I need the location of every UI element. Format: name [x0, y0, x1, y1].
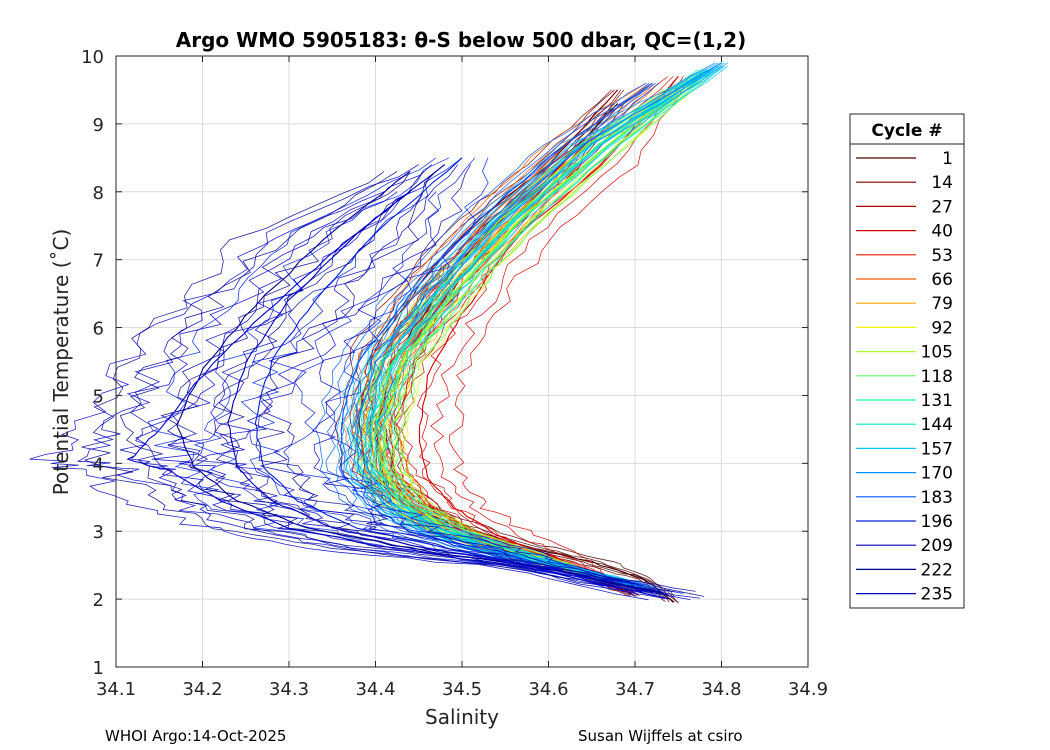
series-183-trace [325, 82, 650, 593]
series-196-line [254, 157, 653, 594]
series-235-trace [29, 191, 649, 601]
legend-label: 27 [931, 197, 953, 217]
y-tick-label: 4 [93, 454, 104, 475]
legend: Cycle #1 14 27 40 53 66 79 92 105 118 131 144 157 170… [849, 113, 965, 609]
x-tick-label: 34.7 [615, 679, 655, 700]
y-tick-label: 1 [93, 658, 104, 679]
legend-label: 105 [921, 343, 953, 363]
legend-label: 222 [921, 560, 953, 580]
series-235-line [126, 191, 670, 600]
series-157-trace [382, 65, 728, 587]
legend-label: 79 [931, 294, 953, 314]
legend-label: 144 [921, 415, 953, 435]
legend-label: 66 [931, 270, 953, 290]
series-144-trace [378, 69, 717, 585]
y-tick-label: 6 [93, 319, 104, 340]
series-170-trace [374, 62, 728, 589]
series-196-trace [325, 157, 684, 594]
chart-title: Argo WMO 5905183: θ-S below 500 dbar, QC… [176, 28, 746, 52]
series-235-trace [151, 191, 691, 600]
series-183-line [339, 82, 653, 593]
x-tick-label: 34.5 [442, 679, 482, 700]
legend-box [849, 113, 965, 609]
x-tick-label: 34.3 [269, 679, 309, 700]
series-196-trace [240, 157, 656, 592]
footer-right: Susan Wijffels at csiro [578, 727, 743, 745]
y-tick-label: 9 [93, 115, 104, 136]
legend-label: 40 [931, 222, 953, 242]
series-170-trace [365, 62, 725, 590]
x-tick-label: 34.6 [528, 679, 568, 700]
legend-label: 183 [921, 488, 953, 508]
legend-label: 92 [931, 318, 953, 338]
footer-left: WHOI Argo:14-Oct-2025 [105, 727, 286, 745]
series-222-trace [213, 171, 675, 597]
y-tick-label: 3 [93, 522, 104, 543]
x-tick-label: 34.4 [355, 679, 395, 700]
x-tick-label: 34.9 [788, 679, 828, 700]
legend-title: Cycle # [871, 121, 942, 141]
axis-ticks: 34.1 34.2 34.3 34.4 34.5 34.6 34.7 34.8 34.9 1 2 3 4… [81, 47, 828, 700]
data-curves [29, 62, 728, 604]
y-axis-label: Potential Temperature (˚C) [49, 229, 73, 496]
series-170-trace [353, 62, 722, 590]
legend-label: 53 [931, 246, 953, 266]
legend-label: 118 [921, 367, 953, 387]
series-209-trace [167, 164, 643, 592]
series-235-trace [119, 191, 665, 600]
series-40-trace [449, 76, 689, 593]
legend-label: 14 [931, 173, 953, 193]
series-40-trace [416, 76, 679, 593]
legend-label: 235 [921, 585, 953, 605]
series-209-trace [130, 164, 644, 593]
y-tick-label: 10 [81, 47, 104, 68]
x-tick-label: 34.1 [96, 679, 136, 700]
legend-label: 131 [921, 391, 953, 411]
y-tick-label: 8 [93, 183, 104, 204]
series-235-trace [195, 191, 700, 599]
series-235-trace [77, 191, 664, 599]
legend-label: 1 [942, 149, 953, 169]
legend-label: 170 [921, 464, 953, 484]
y-tick-label: 7 [93, 251, 104, 272]
legend-label: 196 [921, 512, 953, 532]
series-40-trace [430, 76, 684, 594]
x-tick-label: 34.2 [182, 679, 222, 700]
legend-label: 157 [921, 439, 953, 459]
series-196-trace [147, 157, 623, 594]
x-tick-label: 34.8 [701, 679, 741, 700]
y-tick-label: 5 [93, 386, 104, 407]
series-222-line [176, 170, 670, 597]
series-118-trace [396, 72, 711, 586]
x-axis-label: Salinity [425, 705, 499, 729]
legend-label: 209 [921, 536, 953, 556]
series-105-trace [399, 76, 711, 586]
series-209-trace [260, 164, 676, 593]
series-209-trace [312, 164, 696, 592]
y-tick-label: 2 [93, 590, 104, 611]
